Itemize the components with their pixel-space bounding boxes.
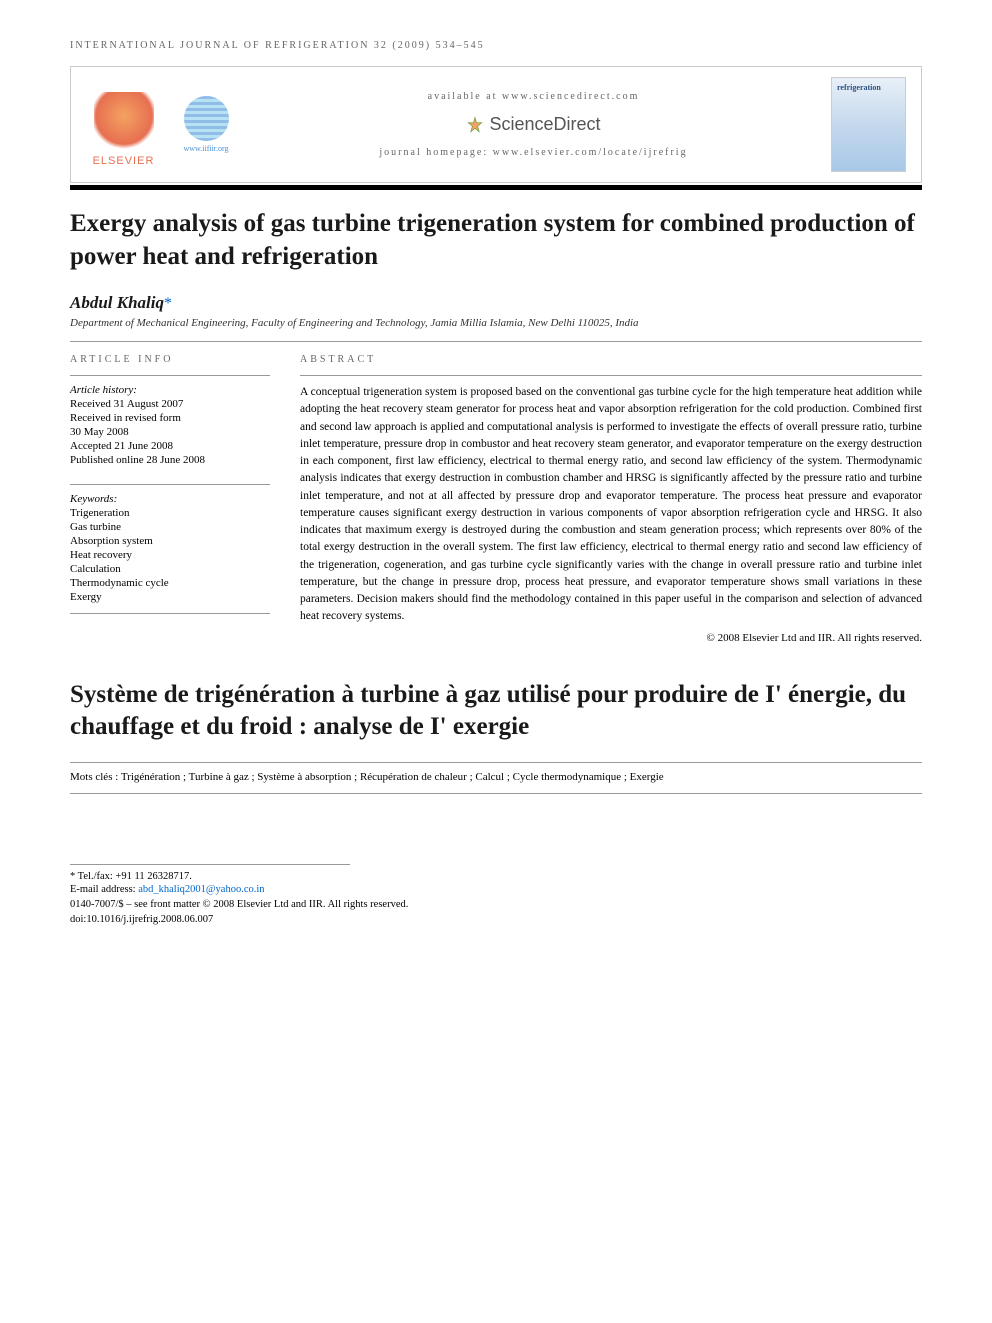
author-corresponding-marker[interactable]: * — [164, 295, 172, 312]
footer-issn: 0140-7007/$ – see front matter © 2008 El… — [70, 899, 922, 910]
article-info-column: ARTICLE INFO Article history: Received 3… — [70, 354, 270, 644]
sciencedirect-logo[interactable]: ScienceDirect — [251, 114, 816, 135]
divider — [70, 793, 922, 794]
header-box: ELSEVIER www.iifiir.org available at www… — [70, 66, 922, 183]
keyword-item: Gas turbine — [70, 521, 270, 533]
footer-email-line: E-mail address: abd_khaliq2001@yahoo.co.… — [70, 884, 350, 895]
elsevier-label: ELSEVIER — [93, 155, 155, 167]
sciencedirect-icon — [466, 116, 484, 134]
footer-tel-fax: * Tel./fax: +91 11 26328717. — [70, 871, 350, 882]
footer-block: * Tel./fax: +91 11 26328717. E-mail addr… — [70, 864, 350, 895]
divider — [70, 762, 922, 763]
history-revised-label: Received in revised form — [70, 412, 270, 424]
journal-cover-title: refrigeration — [837, 83, 900, 92]
keyword-item: Thermodynamic cycle — [70, 577, 270, 589]
abstract-column: ABSTRACT A conceptual trigeneration syst… — [300, 354, 922, 644]
keywords-block: Keywords: Trigeneration Gas turbine Abso… — [70, 484, 270, 614]
sciencedirect-label: ScienceDirect — [489, 114, 600, 135]
article-title: Exergy analysis of gas turbine trigenera… — [70, 208, 922, 273]
history-revised-date: 30 May 2008 — [70, 426, 270, 438]
black-divider-bar — [70, 185, 922, 190]
iifiir-badge[interactable]: www.iifiir.org — [176, 90, 236, 160]
author-line: Abdul Khaliq* — [70, 293, 922, 313]
content-row: ARTICLE INFO Article history: Received 3… — [70, 354, 922, 644]
available-at-text: available at www.sciencedirect.com — [251, 91, 816, 102]
footer-email-label: E-mail address: — [70, 884, 138, 895]
iifiir-url: www.iifiir.org — [183, 144, 228, 153]
journal-cover-thumbnail[interactable]: refrigeration — [831, 77, 906, 172]
keywords-label: Keywords: — [70, 493, 270, 505]
abstract-copyright: © 2008 Elsevier Ltd and IIR. All rights … — [300, 632, 922, 644]
keyword-item: Heat recovery — [70, 549, 270, 561]
history-accepted: Accepted 21 June 2008 — [70, 440, 270, 452]
keyword-item: Exergy — [70, 591, 270, 603]
keyword-item: Absorption system — [70, 535, 270, 547]
history-published: Published online 28 June 2008 — [70, 454, 270, 466]
french-title: Système de trigénération à turbine à gaz… — [70, 679, 922, 744]
article-history-label: Article history: — [70, 384, 270, 396]
iifiir-globe-icon — [184, 96, 229, 141]
abstract-heading: ABSTRACT — [300, 354, 922, 365]
running-head: INTERNATIONAL JOURNAL OF REFRIGERATION 3… — [70, 40, 922, 51]
article-history-block: Article history: Received 31 August 2007… — [70, 375, 270, 466]
elsevier-logo[interactable]: ELSEVIER — [86, 82, 161, 167]
mots-cles: Mots clés : Trigénération ; Turbine à ga… — [70, 771, 922, 783]
footer-doi: doi:10.1016/j.ijrefrig.2008.06.007 — [70, 914, 922, 925]
keyword-item: Calculation — [70, 563, 270, 575]
elsevier-tree-icon — [94, 92, 154, 152]
footer-email-link[interactable]: abd_khaliq2001@yahoo.co.in — [138, 884, 264, 895]
abstract-text: A conceptual trigeneration system is pro… — [300, 375, 922, 626]
history-received: Received 31 August 2007 — [70, 398, 270, 410]
journal-homepage-text: journal homepage: www.elsevier.com/locat… — [251, 147, 816, 158]
article-info-heading: ARTICLE INFO — [70, 354, 270, 365]
divider — [70, 341, 922, 342]
keyword-item: Trigeneration — [70, 507, 270, 519]
header-center: available at www.sciencedirect.com Scien… — [251, 91, 816, 158]
author-name[interactable]: Abdul Khaliq — [70, 293, 164, 312]
affiliation: Department of Mechanical Engineering, Fa… — [70, 317, 922, 329]
